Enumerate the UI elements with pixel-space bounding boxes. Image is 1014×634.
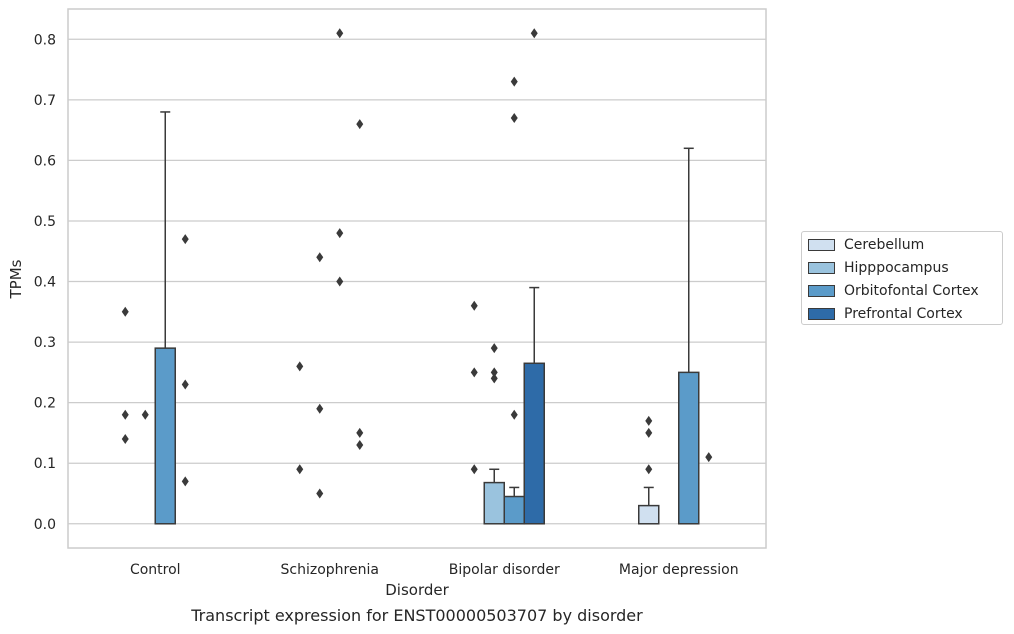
y-tick-label: 0.3 [34, 335, 56, 351]
outlier-point [510, 409, 518, 420]
outlier-point [316, 488, 324, 499]
bar [523, 362, 545, 525]
outlier-point [645, 427, 653, 438]
bar [483, 481, 505, 525]
outlier-point [470, 464, 478, 475]
y-tick-label: 0.5 [34, 214, 56, 230]
outlier-point [510, 76, 518, 87]
bar [503, 495, 525, 525]
chart-marks [121, 28, 713, 525]
gridlines [68, 38, 766, 525]
legend: Cerebellum Hipppocampus Orbitofontal Cor… [801, 231, 1003, 325]
y-axis-label: TPMs [7, 259, 25, 299]
plot-area [67, 8, 767, 549]
legend-swatch [808, 308, 835, 320]
outlier-point [336, 276, 344, 287]
outlier-point [356, 427, 364, 438]
bar [638, 504, 660, 525]
outlier-point [530, 28, 538, 39]
bar [154, 347, 176, 525]
legend-swatch [808, 262, 835, 274]
x-tick-label: Control [130, 562, 181, 578]
outlier-point [645, 464, 653, 475]
y-tick-label: 0.1 [34, 456, 56, 472]
outlier-point [356, 119, 364, 130]
outlier-point [510, 113, 518, 124]
outlier-point [356, 440, 364, 451]
legend-item-prefrontal-cortex: Prefrontal Cortex [808, 305, 963, 323]
x-axis-ticks: Control Schizophrenia Bipolar disorder Majo… [130, 562, 739, 578]
outlier-point [490, 367, 498, 378]
legend-label: Hipppocampus [844, 260, 949, 276]
outlier-point [181, 234, 189, 245]
outlier-point [336, 228, 344, 239]
outlier-point [121, 409, 129, 420]
outlier-point [141, 409, 149, 420]
y-tick-label: 0.6 [34, 153, 56, 169]
bar [678, 371, 700, 525]
legend-label: Orbitofontal Cortex [844, 283, 979, 299]
legend-swatch [808, 285, 835, 297]
outlier-point [490, 343, 498, 354]
outlier-point [336, 28, 344, 39]
outlier-point [316, 252, 324, 263]
chart-caption: Transcript expression for ENST0000050370… [191, 606, 643, 625]
x-tick-label: Major depression [619, 562, 739, 578]
legend-item-cerebellum: Cerebellum [808, 236, 924, 254]
outlier-point [705, 452, 713, 463]
outlier-point [490, 373, 498, 384]
x-tick-label: Bipolar disorder [449, 562, 560, 578]
legend-label: Cerebellum [844, 237, 925, 253]
outlier-point [316, 403, 324, 414]
y-tick-label: 0.2 [34, 396, 56, 412]
y-tick-label: 0.7 [34, 93, 56, 109]
x-axis-label: Disorder [385, 581, 449, 599]
outlier-point [470, 367, 478, 378]
y-axis-ticks: 0.0 0.1 0.2 0.3 0.4 0.5 0.6 0.7 0.8 [34, 32, 56, 532]
outlier-point [121, 306, 129, 317]
outlier-point [121, 433, 129, 444]
outlier-point [181, 476, 189, 487]
outlier-point [470, 300, 478, 311]
outlier-point [296, 361, 304, 372]
outlier-point [296, 464, 304, 475]
legend-swatch [808, 239, 835, 251]
outlier-point [181, 379, 189, 390]
y-tick-label: 0.8 [34, 32, 56, 48]
legend-item-orbitofrontal-cortex: Orbitofontal Cortex [808, 282, 979, 300]
legend-item-hippocampus: Hipppocampus [808, 259, 949, 277]
x-tick-label: Schizophrenia [281, 562, 379, 578]
outlier-point [645, 415, 653, 426]
y-tick-label: 0.0 [34, 517, 56, 533]
legend-label: Prefrontal Cortex [844, 306, 963, 322]
y-tick-label: 0.4 [34, 275, 56, 291]
